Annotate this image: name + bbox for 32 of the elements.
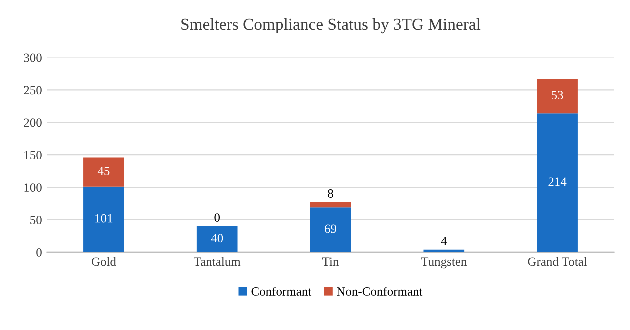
bar [310,208,352,252]
data-label: 53 [552,91,564,100]
x-tick-label: Tantalum [194,257,241,266]
data-label: 45 [98,167,110,176]
legend-label: Non-Conformant [337,287,423,296]
data-label: 8 [328,190,334,198]
chart-title: Smelters Compliance Status by 3TG Mineral [182,18,481,34]
y-tick-label: 0 [36,248,42,257]
y-tick-label: 200 [24,118,42,128]
x-tick-label: Tungsten [421,258,467,269]
bar [424,250,465,252]
legend-label: Conformant [252,287,312,296]
bar [537,114,578,252]
y-tick-label: 300 [24,54,42,62]
bar [84,158,124,187]
x-tick-label: Grand Total [528,257,588,266]
bar [537,79,578,114]
data-label: 69 [325,224,336,234]
y-tick-label: 50 [30,216,42,224]
data-label: 101 [96,214,113,223]
data-label: 4 [441,237,448,246]
data-label: 0 [214,214,220,222]
y-tick-label: 250 [24,86,42,95]
y-tick-label: 150 [24,151,42,160]
data-label: 40 [211,234,224,243]
bar [84,186,124,252]
x-tick-label: Gold [92,257,116,266]
bar [196,226,238,252]
x-tick-label: Tin [322,258,340,266]
bar [310,202,352,208]
data-label: 214 [548,178,567,186]
y-tick-label: 100 [24,184,42,192]
